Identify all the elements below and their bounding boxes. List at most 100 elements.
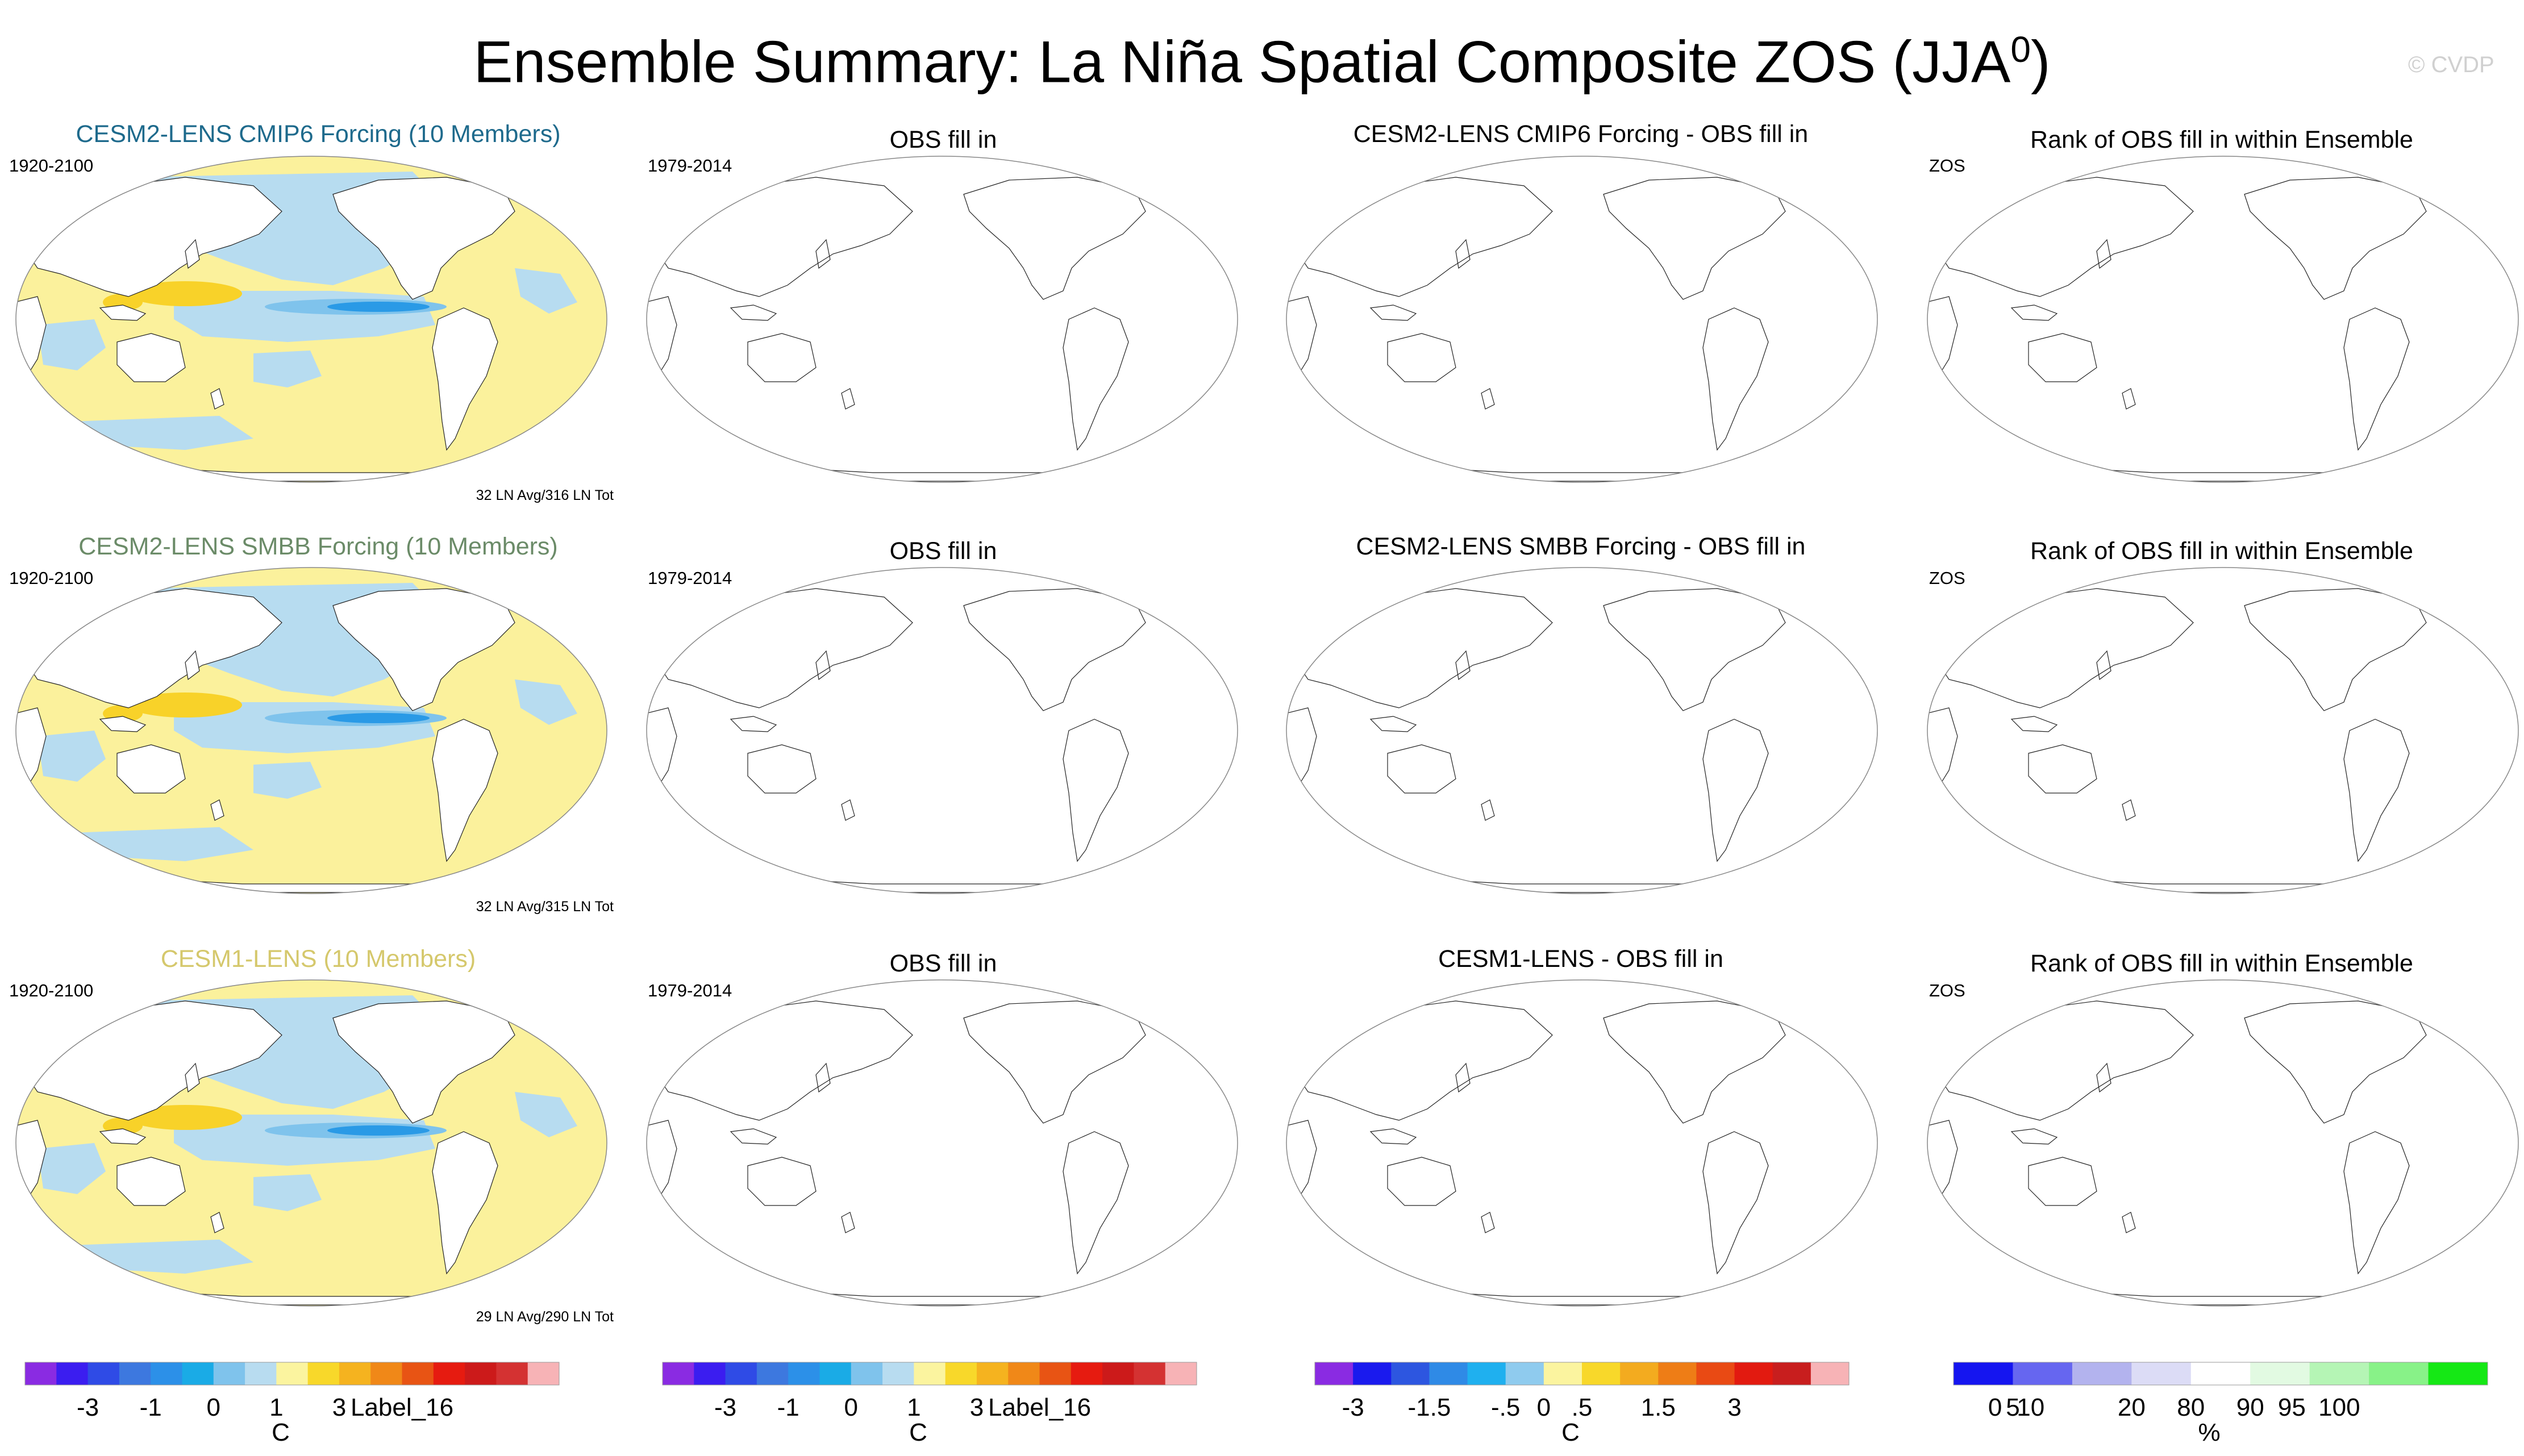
colorbar-bin: [851, 1362, 883, 1385]
diff-map-row3: [1286, 979, 1878, 1307]
coast-south_america: [1063, 1131, 1129, 1275]
colorbar-tick-label: 3: [332, 1394, 346, 1421]
map-border: [1286, 156, 1878, 483]
coast-asia: [1937, 588, 2194, 708]
colorbar-tick-label: 1: [907, 1394, 921, 1421]
coast-japan: [1455, 650, 1471, 681]
coast-africa: [1286, 296, 1317, 389]
equatorial-cold-core: [327, 713, 430, 723]
atlantic-negative: [515, 679, 577, 725]
colorbar-bin: [2190, 1362, 2251, 1385]
colorbar-unit-label: C: [272, 1419, 290, 1446]
colorbar-bin: [1315, 1362, 1353, 1385]
coast-indonesia: [730, 716, 777, 732]
colorbar-tick-label: 80: [2177, 1394, 2205, 1421]
colorbar-obs: -3 -1 0 1 3 Label_16 C: [662, 1362, 1197, 1446]
map-outline-group: [647, 995, 1209, 1305]
colorbar-bin: [1954, 1362, 2013, 1385]
land-indonesia: [99, 1128, 147, 1145]
land-greenland: [514, 582, 578, 623]
coast-australia: [2028, 744, 2097, 794]
colorbar-bin: [119, 1362, 151, 1385]
colorbar-tick-label: -1: [140, 1394, 162, 1421]
south-pacific-negative: [253, 762, 322, 799]
coast-africa: [647, 1120, 677, 1212]
land-japan: [185, 239, 200, 269]
land-australia: [116, 333, 186, 382]
coast-nz: [2122, 1212, 2136, 1233]
coast-nz: [1481, 388, 1495, 410]
southern-ocean-negative: [72, 1240, 253, 1274]
colorbar-bin: [1543, 1362, 1582, 1385]
colorbar-bin: [276, 1362, 309, 1385]
colorbar-bin: [433, 1362, 465, 1385]
coast-nz: [2122, 388, 2136, 410]
coast-nz: [2122, 799, 2136, 821]
west-pacific-positive: [128, 692, 242, 717]
coast-south_america: [1702, 307, 1769, 451]
map-border: [646, 979, 1238, 1307]
obs-panel-title-row3: OBS fill in: [889, 950, 997, 977]
colorbar-bin: [1008, 1362, 1040, 1385]
coast-australia: [1387, 333, 1456, 382]
coast-asia: [1937, 1000, 2194, 1121]
coast-australia: [1387, 744, 1456, 794]
rank-label-row3: ZOS: [1929, 981, 1965, 1000]
coast-south_america: [2343, 1131, 2410, 1275]
model-counts-row1: 32 LN Avg/316 LN Tot: [476, 487, 614, 503]
colorbar-tick-label: 10: [2017, 1394, 2044, 1421]
southern-ocean-negative: [72, 416, 253, 450]
colorbar-tick-label: -1: [777, 1394, 799, 1421]
colorbar-tick-label: 95: [2278, 1394, 2306, 1421]
colorbar-unit-label: C: [909, 1419, 927, 1446]
coast-africa: [1927, 1120, 1958, 1212]
rank-panel-title-row1: Rank of OBS fill in within Ensemble: [2030, 126, 2413, 153]
map-border: [15, 156, 607, 483]
colorbar-bin: [1039, 1362, 1072, 1385]
coast-antarctica: [1999, 464, 2450, 482]
southern-ocean-negative: [72, 827, 253, 861]
coast-south_america: [2343, 307, 2410, 451]
map-border: [1927, 979, 2519, 1307]
watermark: © CVDP: [2408, 52, 2494, 77]
model-period-row2: 1920-2100: [9, 568, 94, 588]
coast-australia: [747, 744, 817, 794]
colorbar-bin: [25, 1362, 57, 1385]
coast-africa: [647, 707, 677, 800]
coast-alaska_na: [1603, 1000, 1786, 1124]
coast-greenland: [1145, 582, 1209, 623]
map-outline-group: [1286, 582, 1848, 893]
colorbar-bin: [496, 1362, 528, 1385]
coast-japan: [2096, 1062, 2111, 1093]
diff-map-row1: [1286, 156, 1878, 483]
colorbar-bin: [213, 1362, 245, 1385]
map-border: [1286, 567, 1878, 894]
rank-map-row1: [1927, 156, 2519, 483]
rank-panel-title-row3: Rank of OBS fill in within Ensemble: [2030, 950, 2413, 977]
colorbar-bin: [1696, 1362, 1735, 1385]
coast-greenland: [1785, 995, 1848, 1036]
model-period-row1: 1920-2100: [9, 156, 94, 176]
atlantic-negative: [515, 1092, 577, 1137]
colorbar-bin: [527, 1362, 560, 1385]
colorbar-bin: [88, 1362, 120, 1385]
coast-japan: [815, 1062, 831, 1093]
colorbar-tick-label: -3: [1342, 1394, 1364, 1421]
colorbar-rank: 0 510 20 80 90 95 100%: [1953, 1362, 2488, 1446]
map-border: [1927, 156, 2519, 483]
coast-antarctica: [1999, 1287, 2450, 1305]
figure-title: Ensemble Summary: La Niña Spatial Compos…: [0, 12, 2524, 99]
coast-south_america: [1063, 719, 1129, 862]
colorbar-bin: [1165, 1362, 1197, 1385]
colorbar-bin: [307, 1362, 340, 1385]
colorbar-bin: [2072, 1362, 2132, 1385]
colorbar-tick-label: 3: [1727, 1394, 1741, 1421]
model-panel-title-row3: CESM1-LENS (10 Members): [160, 945, 476, 973]
land-indonesia: [99, 716, 147, 732]
coast-japan: [815, 239, 831, 269]
south-pacific-negative: [253, 1174, 322, 1211]
coast-africa: [1927, 296, 1958, 389]
coast-africa: [1286, 707, 1317, 800]
land-south_america: [432, 307, 498, 451]
rank-label-row2: ZOS: [1929, 568, 1965, 588]
